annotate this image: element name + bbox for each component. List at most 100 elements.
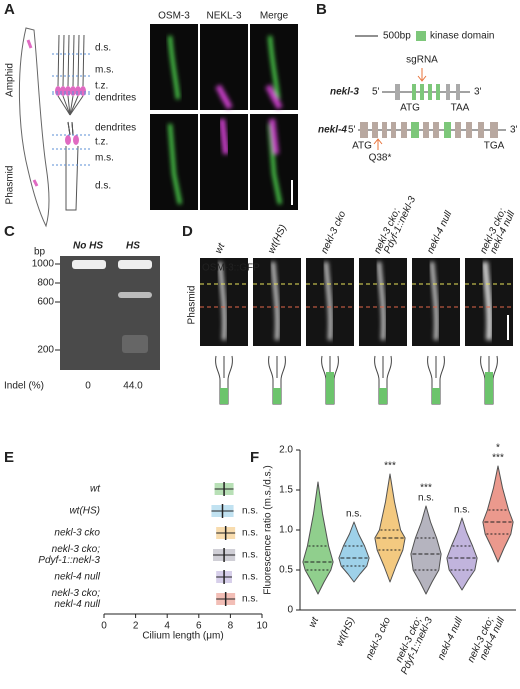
exon: [382, 122, 387, 138]
band: [72, 260, 106, 269]
ladder-label: 1000: [32, 259, 55, 270]
category-label: wt: [90, 484, 101, 495]
region-label: dendrites: [95, 123, 136, 134]
exon: [444, 122, 451, 138]
region-label: d.s.: [95, 181, 111, 192]
dendrite: [69, 95, 79, 116]
category-label: nekl-4 null: [54, 599, 100, 610]
exon: [411, 122, 419, 138]
gene-end: 3': [510, 125, 518, 136]
signal: [268, 118, 282, 205]
band: [122, 335, 148, 353]
lane-label: No HS: [73, 241, 103, 252]
category-label: nekl-4 null: [436, 615, 466, 662]
cilium: [62, 34, 65, 87]
nekl3-signal: [269, 118, 279, 155]
cilium-signal: [273, 388, 281, 404]
gene-end: 3': [474, 87, 482, 98]
panel-letter: E: [4, 449, 14, 466]
x-tick-label: 10: [256, 621, 268, 632]
column-label: nekl-3 cko: [319, 209, 348, 255]
panel-letter: D: [182, 223, 193, 240]
signal: [218, 261, 227, 341]
cilium: [77, 34, 80, 87]
category-label: nekl-3 cko: [54, 528, 100, 539]
signal: [265, 35, 283, 110]
arrow: [373, 138, 383, 150]
gene-name: nekl-3: [330, 87, 359, 98]
x-tick-label: 4: [164, 621, 170, 632]
channel-label: NEKL-3: [206, 11, 241, 22]
significance: n.s.: [346, 509, 362, 520]
cilium: [72, 34, 75, 87]
annotation: Q38*: [369, 153, 392, 164]
significance: ***: [420, 483, 432, 494]
channel-label: OSM-3: [158, 11, 190, 22]
category-label: wt: [307, 615, 322, 630]
x-tick-label: 0: [101, 621, 107, 632]
region-label: m.s.: [95, 65, 114, 76]
region-label: m.s.: [95, 153, 114, 164]
indel-value: 44.0: [123, 381, 143, 392]
exon: [466, 122, 472, 138]
cilium-signal: [432, 388, 440, 404]
x-tick-label: 2: [133, 621, 139, 632]
region-label: t.z.: [95, 137, 108, 148]
column-label: wt(HS): [266, 223, 289, 255]
ladder-label: 800: [37, 278, 54, 289]
category-label: Pdyf-1::nekl-3: [38, 555, 100, 566]
region-label: dendrites: [95, 93, 136, 104]
violin: [302, 481, 334, 595]
exon: [412, 84, 416, 100]
codon-label: ATG: [352, 141, 372, 152]
section-label: Amphid: [5, 63, 16, 97]
significance: n.s.: [242, 506, 258, 517]
nekl3-signal: [265, 84, 283, 110]
signal: [168, 123, 182, 205]
dendrite: [69, 95, 74, 116]
unit-label: bp: [34, 247, 46, 258]
significance: n.s.: [242, 594, 258, 605]
category-label: nekl-3 cko: [364, 615, 393, 661]
signal: [430, 261, 439, 341]
nekl3-signal: [219, 118, 229, 155]
section-label: Phasmid: [5, 166, 16, 205]
exon: [372, 122, 378, 138]
indel-value: 0: [85, 381, 91, 392]
dendrite: [67, 95, 71, 116]
significance: n.s.: [242, 572, 258, 583]
violin: [446, 517, 478, 591]
exon: [395, 84, 400, 100]
y-tick-label: 1.5: [279, 485, 293, 496]
violin: [338, 521, 370, 583]
cilium: [67, 34, 70, 87]
codon-label: TAA: [451, 103, 470, 114]
exon: [360, 122, 368, 138]
codon-label: ATG: [400, 103, 420, 114]
y-tick-label: 0.5: [279, 565, 293, 576]
significance: *: [496, 443, 500, 454]
gfp-signal: [430, 261, 439, 341]
transition-zone: [73, 135, 79, 145]
worm-outline: [18, 27, 50, 228]
category-label: wt(HS): [334, 616, 357, 648]
y-tick-label: 0: [287, 605, 293, 616]
y-tick-label: 2.0: [279, 445, 293, 456]
significance: ***: [492, 453, 504, 464]
dendrite: [67, 121, 71, 136]
marker-label: OSM-3::GFP: [202, 263, 260, 274]
y-tick-label: 1.0: [279, 525, 293, 536]
significance: ***: [384, 461, 396, 472]
ladder-label: 600: [37, 297, 54, 308]
indel-label: Indel (%): [4, 381, 44, 392]
annotation: sgRNA: [406, 55, 438, 66]
category-label: wt(HS): [69, 506, 100, 517]
dendrite: [57, 95, 71, 116]
cilium-signal: [326, 372, 334, 404]
legend-swatch: [416, 31, 426, 41]
osm3-signal: [168, 123, 182, 205]
dendrite: [62, 95, 71, 116]
gene-end: 5': [372, 87, 380, 98]
significance: n.s.: [242, 550, 258, 561]
significance: n.s.: [418, 493, 434, 504]
